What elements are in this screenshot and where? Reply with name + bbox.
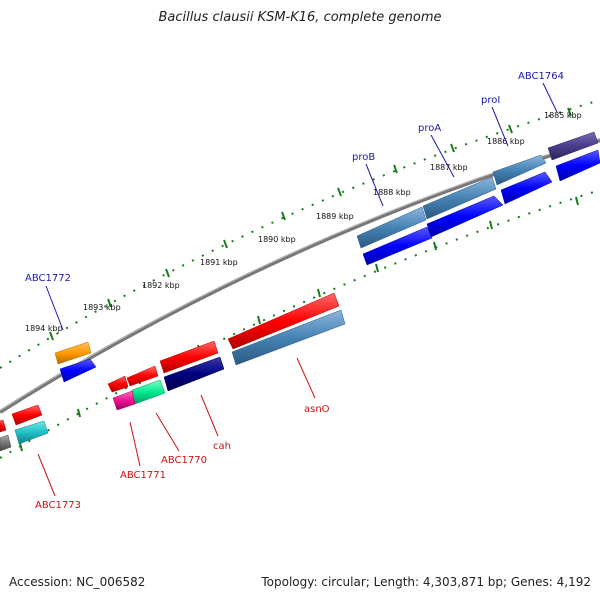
topology-text: Topology: circular; Length: 4,303,871 bp… [261, 575, 591, 589]
map-title: Bacillus clausii KSM-K16, complete genom… [158, 10, 442, 25]
gene-label-abc1764[interactable]: ABC1764 [518, 71, 564, 82]
kbp-label: 1894 kbp [25, 324, 63, 333]
gene-label-prob[interactable]: proB [352, 152, 375, 163]
kbp-label: 1889 kbp [316, 212, 354, 221]
kbp-label: 1892 kbp [142, 281, 180, 290]
kbp-label: 1891 kbp [200, 258, 238, 267]
gene-blue-arrow[interactable] [555, 149, 600, 182]
gene-label-abc1773[interactable]: ABC1773 [35, 500, 81, 511]
gene-prol-arrow[interactable] [492, 154, 547, 186]
gene-abc1773-arrow[interactable] [11, 404, 43, 426]
gene-label-prol[interactable]: proI [481, 95, 500, 106]
reverse-genes [0, 292, 346, 452]
genome-backbone [0, 138, 600, 414]
outer-tick-ring [0, 99, 600, 369]
gene-cah-arrow[interactable] [159, 340, 219, 374]
gene-pink-inner[interactable] [112, 390, 136, 411]
gene-abc1771-arrow[interactable] [107, 375, 129, 393]
gene-label-asno[interactable]: asnO [304, 404, 330, 415]
gene-cyan-inner[interactable] [14, 420, 49, 445]
gene-label-abc1771[interactable]: ABC1771 [120, 470, 166, 481]
reverse-leaders [37, 357, 316, 497]
gene-navy-inner[interactable] [163, 356, 225, 392]
gene-label-cah[interactable]: cah [213, 441, 231, 452]
gene-grey-edge[interactable] [0, 434, 12, 452]
forward-leaders [45, 82, 558, 331]
major-ticks-outer [49, 107, 572, 341]
gene-steel-inner[interactable] [231, 309, 346, 366]
gene-blue-arrow[interactable] [59, 358, 97, 383]
gene-blue-arrow[interactable] [500, 171, 553, 205]
inner-tick-ring [0, 189, 600, 459]
forward-genes-row2 [59, 149, 600, 383]
forward-genes [54, 131, 599, 365]
gene-proa-arrow[interactable] [422, 176, 497, 220]
gene-asno-arrow[interactable] [227, 292, 340, 350]
accession-text: Accession: NC_006582 [9, 575, 146, 589]
gene-abc1772-arrow[interactable] [54, 341, 92, 365]
gene-prob-arrow[interactable] [356, 206, 427, 249]
major-ticks-inner [19, 196, 579, 452]
kbp-label: 1885 kbp [544, 111, 582, 120]
gene-label-abc1770[interactable]: ABC1770 [161, 455, 207, 466]
gene-abc1770-arrow[interactable] [126, 365, 159, 387]
kbp-label: 1888 kbp [373, 188, 411, 197]
kbp-label: 1893 kbp [83, 303, 121, 312]
gene-abc1764-arrow[interactable] [547, 131, 599, 161]
kbp-label: 1890 kbp [258, 235, 296, 244]
gene-label-abc1772[interactable]: ABC1772 [25, 273, 71, 284]
gene-label-proa[interactable]: proA [418, 123, 441, 134]
gene-blue-arrow[interactable] [362, 226, 433, 266]
gene-red-edge[interactable] [0, 419, 7, 433]
